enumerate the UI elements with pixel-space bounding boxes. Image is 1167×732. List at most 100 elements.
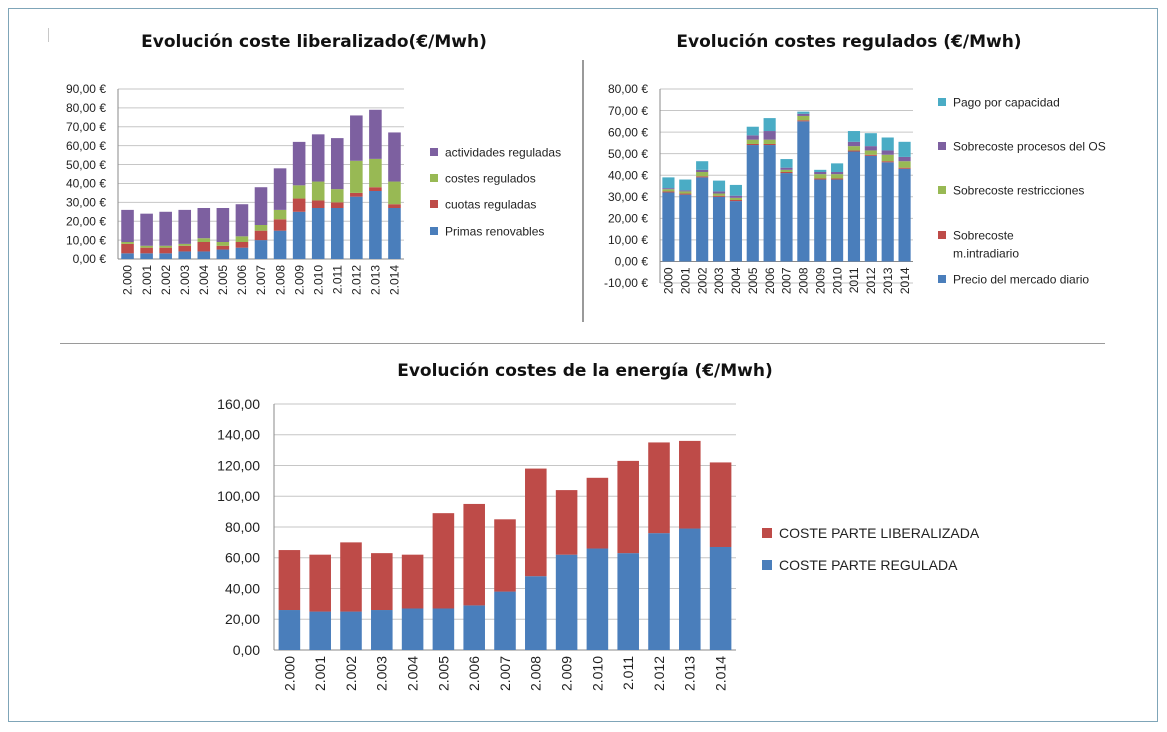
- c2-bar-sobrecoste-procesos-del-os: [864, 146, 877, 151]
- c2-bar-pago-por-capacidad: [898, 141, 911, 157]
- c2-legend-swatch: [938, 275, 946, 283]
- c2-bar-sobrecoste-restricciones: [797, 115, 810, 121]
- c2-bar-precio-del-mercado-diario: [712, 196, 726, 262]
- c1-bar-actividades-reguladas: [216, 208, 230, 242]
- c2-bar-precio-del-mercado-diario: [729, 201, 742, 262]
- c2-bar-sobrecoste-procesos-del-os: [696, 169, 709, 172]
- c1-bar-costes-regulados: [350, 160, 363, 193]
- c2-xtick-label: 2010: [830, 267, 844, 294]
- c1-bar-actividades-reguladas: [140, 213, 153, 246]
- c1-bar-costes-regulados: [235, 236, 249, 242]
- c1-bar-cuotas-reguladas: [350, 192, 363, 197]
- c1-xtick-label: 2.006: [235, 265, 249, 295]
- c3-bar-coste-parte-regulada: [401, 608, 424, 650]
- c3-bar-coste-parte-regulada: [371, 610, 393, 650]
- c3-legend-label: COSTE PARTE LIBERALIZADA: [779, 525, 980, 541]
- c2-bar-sobrecoste-restricciones: [662, 189, 675, 192]
- c1-ytick-label: 30,00 €: [66, 196, 106, 210]
- c2-xtick-label: 2001: [679, 267, 693, 294]
- c3-xtick-label: 2.005: [435, 656, 451, 691]
- c2-ytick-label: 10,00 €: [608, 233, 648, 247]
- c2-ytick-label: -10,00 €: [604, 276, 648, 290]
- horizontal-divider: [60, 343, 1105, 344]
- c3-bar-coste-parte-regulada: [586, 548, 609, 650]
- c1-bar-cuotas-reguladas: [273, 219, 287, 231]
- c2-ytick-label: 70,00 €: [608, 104, 648, 118]
- c1-bar-primas-renovables: [292, 211, 306, 259]
- c3-bar-coste-parte-liberalizada: [401, 554, 424, 609]
- c3-ytick-label: 140,00: [217, 427, 260, 443]
- c1-bar-actividades-reguladas: [121, 209, 134, 242]
- chart2-title: Evolución costes regulados (€/Mwh): [676, 32, 1022, 52]
- c2-xtick-label: 2003: [712, 267, 726, 294]
- c2-bar-pago-por-capacidad: [780, 159, 793, 168]
- c1-bar-costes-regulados: [254, 225, 268, 231]
- c3-bar-coste-parte-regulada: [494, 591, 516, 650]
- c2-bar-precio-del-mercado-diario: [763, 145, 776, 262]
- c3-ytick-label: 40,00: [225, 580, 260, 596]
- c1-bar-actividades-reguladas: [369, 109, 382, 159]
- c1-bar-actividades-reguladas: [159, 211, 172, 246]
- c2-bar-sobrecoste-procesos-del-os: [780, 167, 793, 170]
- c2-bar-sobrecoste-procesos-del-os: [881, 150, 894, 155]
- c3-ytick-label: 80,00: [225, 519, 260, 535]
- c3-ytick-label: 60,00: [225, 550, 260, 566]
- c1-xtick-label: 2.010: [311, 265, 325, 295]
- c1-xtick-label: 2.008: [273, 265, 287, 295]
- c1-bar-cuotas-reguladas: [292, 198, 306, 212]
- c1-bar-primas-renovables: [216, 249, 230, 259]
- c2-bar-precio-del-mercado-diario: [898, 168, 911, 262]
- c2-bar-sobrecoste-restricciones: [679, 191, 692, 194]
- c3-bar-coste-parte-liberalizada: [371, 553, 393, 611]
- c1-xtick-label: 2.012: [350, 265, 364, 295]
- c2-bar-sobrecoste-procesos-del-os: [746, 135, 759, 140]
- c2-bar-pago-por-capacidad: [831, 163, 844, 172]
- c2-ytick-label: 40,00 €: [608, 168, 648, 182]
- c2-bar-sobrecoste-m-intradiario: [746, 143, 759, 146]
- c1-bar-costes-regulados: [273, 209, 287, 220]
- c2-legend-label: Sobrecoste restricciones: [953, 183, 1084, 197]
- chart3-title: Evolución costes de la energía (€/Mwh): [397, 361, 773, 381]
- c3-bar-coste-parte-regulada: [309, 611, 331, 650]
- c2-bar-pago-por-capacidad: [847, 131, 861, 142]
- c2-bar-pago-por-capacidad: [797, 111, 810, 114]
- c2-bar-sobrecoste-procesos-del-os: [729, 195, 742, 198]
- c2-bar-sobrecoste-procesos-del-os: [814, 171, 827, 175]
- c2-bar-sobrecoste-restricciones: [847, 146, 861, 151]
- c2-xtick-label: 2008: [797, 267, 811, 294]
- c1-xtick-label: 2.007: [254, 265, 268, 295]
- c1-ytick-label: 90,00 €: [66, 82, 106, 96]
- c2-bar-pago-por-capacidad: [729, 184, 742, 196]
- c1-legend-label: cuotas reguladas: [445, 197, 536, 211]
- c1-ytick-label: 10,00 €: [66, 233, 106, 247]
- c3-xtick-label: 2.011: [620, 656, 636, 690]
- c1-bar-costes-regulados: [216, 242, 230, 246]
- c1-bar-actividades-reguladas: [197, 208, 211, 239]
- c1-xtick-label: 2.000: [121, 265, 135, 295]
- c3-bar-coste-parte-regulada: [709, 546, 732, 650]
- c1-bar-cuotas-reguladas: [330, 202, 344, 208]
- c1-bar-costes-regulados: [311, 181, 325, 201]
- c1-bar-actividades-reguladas: [330, 138, 344, 190]
- c2-bar-sobrecoste-restricciones: [763, 139, 776, 144]
- c2-bar-sobrecoste-m-intradiario: [881, 161, 894, 163]
- c2-bar-sobrecoste-m-intradiario: [662, 191, 675, 193]
- c1-xtick-label: 2.003: [178, 265, 192, 295]
- c2-bar-precio-del-mercado-diario: [797, 121, 810, 262]
- c1-bar-costes-regulados: [159, 245, 172, 248]
- c3-bar-coste-parte-liberalizada: [586, 477, 609, 549]
- c2-ytick-label: 80,00 €: [608, 82, 648, 96]
- c2-bar-pago-por-capacidad: [746, 126, 759, 136]
- c2-bar-sobrecoste-m-intradiario: [814, 178, 827, 180]
- c2-xtick-label: 2011: [847, 267, 861, 293]
- c1-ytick-label: 20,00 €: [66, 214, 106, 228]
- c2-bar-pago-por-capacidad: [864, 133, 877, 147]
- c1-xtick-label: 2.004: [197, 265, 211, 295]
- c3-bar-coste-parte-liberalizada: [617, 460, 639, 554]
- c2-xtick-label: 2007: [780, 267, 794, 294]
- c1-bar-primas-renovables: [235, 247, 249, 259]
- c1-bar-primas-renovables: [330, 208, 344, 259]
